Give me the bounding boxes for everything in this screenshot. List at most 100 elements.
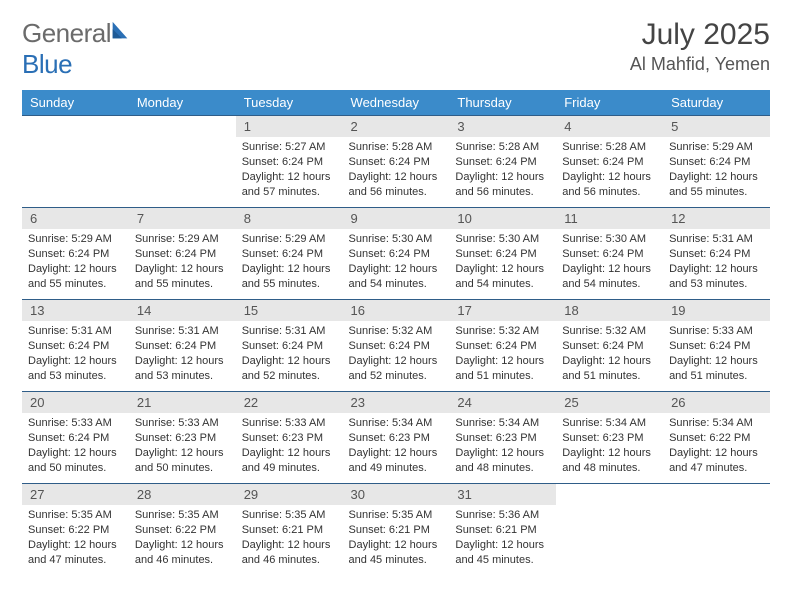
- day-number: 10: [449, 208, 556, 229]
- calendar-cell: 22Sunrise: 5:33 AMSunset: 6:23 PMDayligh…: [236, 392, 343, 484]
- day-details: Sunrise: 5:35 AMSunset: 6:21 PMDaylight:…: [343, 505, 450, 571]
- calendar-cell: 10Sunrise: 5:30 AMSunset: 6:24 PMDayligh…: [449, 208, 556, 300]
- dayname-header: Friday: [556, 90, 663, 116]
- calendar-cell: 1Sunrise: 5:27 AMSunset: 6:24 PMDaylight…: [236, 116, 343, 208]
- day-number: 6: [22, 208, 129, 229]
- calendar-cell: 20Sunrise: 5:33 AMSunset: 6:24 PMDayligh…: [22, 392, 129, 484]
- day-details: Sunrise: 5:32 AMSunset: 6:24 PMDaylight:…: [343, 321, 450, 387]
- calendar-cell: 13Sunrise: 5:31 AMSunset: 6:24 PMDayligh…: [22, 300, 129, 392]
- logo: General Blue: [22, 18, 131, 80]
- calendar-cell: 4Sunrise: 5:28 AMSunset: 6:24 PMDaylight…: [556, 116, 663, 208]
- calendar-cell: 30Sunrise: 5:35 AMSunset: 6:21 PMDayligh…: [343, 484, 450, 576]
- day-details: Sunrise: 5:35 AMSunset: 6:22 PMDaylight:…: [22, 505, 129, 571]
- day-number: 8: [236, 208, 343, 229]
- day-number: 14: [129, 300, 236, 321]
- day-number: 12: [663, 208, 770, 229]
- day-details: Sunrise: 5:31 AMSunset: 6:24 PMDaylight:…: [663, 229, 770, 295]
- calendar-cell: 12Sunrise: 5:31 AMSunset: 6:24 PMDayligh…: [663, 208, 770, 300]
- calendar-cell: 11Sunrise: 5:30 AMSunset: 6:24 PMDayligh…: [556, 208, 663, 300]
- day-number: 18: [556, 300, 663, 321]
- day-number: 29: [236, 484, 343, 505]
- calendar-cell: 3Sunrise: 5:28 AMSunset: 6:24 PMDaylight…: [449, 116, 556, 208]
- day-details: Sunrise: 5:31 AMSunset: 6:24 PMDaylight:…: [22, 321, 129, 387]
- day-details: Sunrise: 5:34 AMSunset: 6:23 PMDaylight:…: [556, 413, 663, 479]
- calendar-cell: ..: [663, 484, 770, 576]
- calendar-week: 27Sunrise: 5:35 AMSunset: 6:22 PMDayligh…: [22, 484, 770, 576]
- month-title: July 2025: [630, 18, 770, 52]
- day-details: Sunrise: 5:36 AMSunset: 6:21 PMDaylight:…: [449, 505, 556, 571]
- day-details: Sunrise: 5:33 AMSunset: 6:23 PMDaylight:…: [236, 413, 343, 479]
- day-details: Sunrise: 5:28 AMSunset: 6:24 PMDaylight:…: [556, 137, 663, 203]
- day-details: Sunrise: 5:33 AMSunset: 6:24 PMDaylight:…: [22, 413, 129, 479]
- day-number: 27: [22, 484, 129, 505]
- calendar-cell: 15Sunrise: 5:31 AMSunset: 6:24 PMDayligh…: [236, 300, 343, 392]
- calendar-cell: ..: [129, 116, 236, 208]
- day-number: 28: [129, 484, 236, 505]
- day-number: 4: [556, 116, 663, 137]
- location: Al Mahfid, Yemen: [630, 54, 770, 75]
- day-number: 17: [449, 300, 556, 321]
- day-details: Sunrise: 5:28 AMSunset: 6:24 PMDaylight:…: [449, 137, 556, 203]
- day-number: 13: [22, 300, 129, 321]
- header: General Blue July 2025 Al Mahfid, Yemen: [22, 18, 770, 80]
- day-details: Sunrise: 5:31 AMSunset: 6:24 PMDaylight:…: [129, 321, 236, 387]
- day-details: Sunrise: 5:33 AMSunset: 6:24 PMDaylight:…: [663, 321, 770, 387]
- calendar-cell: 23Sunrise: 5:34 AMSunset: 6:23 PMDayligh…: [343, 392, 450, 484]
- calendar-cell: 9Sunrise: 5:30 AMSunset: 6:24 PMDaylight…: [343, 208, 450, 300]
- day-details: Sunrise: 5:28 AMSunset: 6:24 PMDaylight:…: [343, 137, 450, 203]
- calendar-week: 6Sunrise: 5:29 AMSunset: 6:24 PMDaylight…: [22, 208, 770, 300]
- calendar-week: ....1Sunrise: 5:27 AMSunset: 6:24 PMDayl…: [22, 116, 770, 208]
- day-details: Sunrise: 5:29 AMSunset: 6:24 PMDaylight:…: [129, 229, 236, 295]
- day-details: Sunrise: 5:32 AMSunset: 6:24 PMDaylight:…: [556, 321, 663, 387]
- day-details: Sunrise: 5:33 AMSunset: 6:23 PMDaylight:…: [129, 413, 236, 479]
- day-details: Sunrise: 5:34 AMSunset: 6:23 PMDaylight:…: [343, 413, 450, 479]
- day-details: Sunrise: 5:27 AMSunset: 6:24 PMDaylight:…: [236, 137, 343, 203]
- day-details: Sunrise: 5:30 AMSunset: 6:24 PMDaylight:…: [556, 229, 663, 295]
- day-details: Sunrise: 5:29 AMSunset: 6:24 PMDaylight:…: [663, 137, 770, 203]
- logo-text: General Blue: [22, 18, 131, 80]
- calendar-cell: 25Sunrise: 5:34 AMSunset: 6:23 PMDayligh…: [556, 392, 663, 484]
- calendar-cell: 18Sunrise: 5:32 AMSunset: 6:24 PMDayligh…: [556, 300, 663, 392]
- day-details: Sunrise: 5:29 AMSunset: 6:24 PMDaylight:…: [22, 229, 129, 295]
- day-number: 19: [663, 300, 770, 321]
- day-number: 3: [449, 116, 556, 137]
- day-details: Sunrise: 5:31 AMSunset: 6:24 PMDaylight:…: [236, 321, 343, 387]
- day-number: 26: [663, 392, 770, 413]
- title-block: July 2025 Al Mahfid, Yemen: [630, 18, 770, 75]
- day-details: Sunrise: 5:32 AMSunset: 6:24 PMDaylight:…: [449, 321, 556, 387]
- calendar-cell: 2Sunrise: 5:28 AMSunset: 6:24 PMDaylight…: [343, 116, 450, 208]
- calendar-cell: 27Sunrise: 5:35 AMSunset: 6:22 PMDayligh…: [22, 484, 129, 576]
- day-number: 9: [343, 208, 450, 229]
- calendar-week: 20Sunrise: 5:33 AMSunset: 6:24 PMDayligh…: [22, 392, 770, 484]
- calendar-cell: 16Sunrise: 5:32 AMSunset: 6:24 PMDayligh…: [343, 300, 450, 392]
- calendar-cell: 5Sunrise: 5:29 AMSunset: 6:24 PMDaylight…: [663, 116, 770, 208]
- calendar-cell: 24Sunrise: 5:34 AMSunset: 6:23 PMDayligh…: [449, 392, 556, 484]
- day-details: Sunrise: 5:30 AMSunset: 6:24 PMDaylight:…: [449, 229, 556, 295]
- calendar-week: 13Sunrise: 5:31 AMSunset: 6:24 PMDayligh…: [22, 300, 770, 392]
- day-details: Sunrise: 5:35 AMSunset: 6:21 PMDaylight:…: [236, 505, 343, 571]
- calendar-table: SundayMondayTuesdayWednesdayThursdayFrid…: [22, 90, 770, 576]
- day-details: Sunrise: 5:29 AMSunset: 6:24 PMDaylight:…: [236, 229, 343, 295]
- day-number: 21: [129, 392, 236, 413]
- calendar-cell: 31Sunrise: 5:36 AMSunset: 6:21 PMDayligh…: [449, 484, 556, 576]
- calendar-cell: 26Sunrise: 5:34 AMSunset: 6:22 PMDayligh…: [663, 392, 770, 484]
- day-number: 24: [449, 392, 556, 413]
- calendar-cell: 17Sunrise: 5:32 AMSunset: 6:24 PMDayligh…: [449, 300, 556, 392]
- day-details: Sunrise: 5:34 AMSunset: 6:23 PMDaylight:…: [449, 413, 556, 479]
- day-number: 22: [236, 392, 343, 413]
- calendar-cell: 28Sunrise: 5:35 AMSunset: 6:22 PMDayligh…: [129, 484, 236, 576]
- dayname-header: Saturday: [663, 90, 770, 116]
- day-number: 23: [343, 392, 450, 413]
- logo-word2: Blue: [22, 49, 72, 79]
- day-number: 11: [556, 208, 663, 229]
- dayname-header: Monday: [129, 90, 236, 116]
- calendar-cell: ..: [556, 484, 663, 576]
- calendar-cell: 21Sunrise: 5:33 AMSunset: 6:23 PMDayligh…: [129, 392, 236, 484]
- day-number: 1: [236, 116, 343, 137]
- calendar-cell: 6Sunrise: 5:29 AMSunset: 6:24 PMDaylight…: [22, 208, 129, 300]
- dayname-header: Sunday: [22, 90, 129, 116]
- calendar-cell: 8Sunrise: 5:29 AMSunset: 6:24 PMDaylight…: [236, 208, 343, 300]
- day-number: 20: [22, 392, 129, 413]
- calendar-cell: 19Sunrise: 5:33 AMSunset: 6:24 PMDayligh…: [663, 300, 770, 392]
- dayname-header: Thursday: [449, 90, 556, 116]
